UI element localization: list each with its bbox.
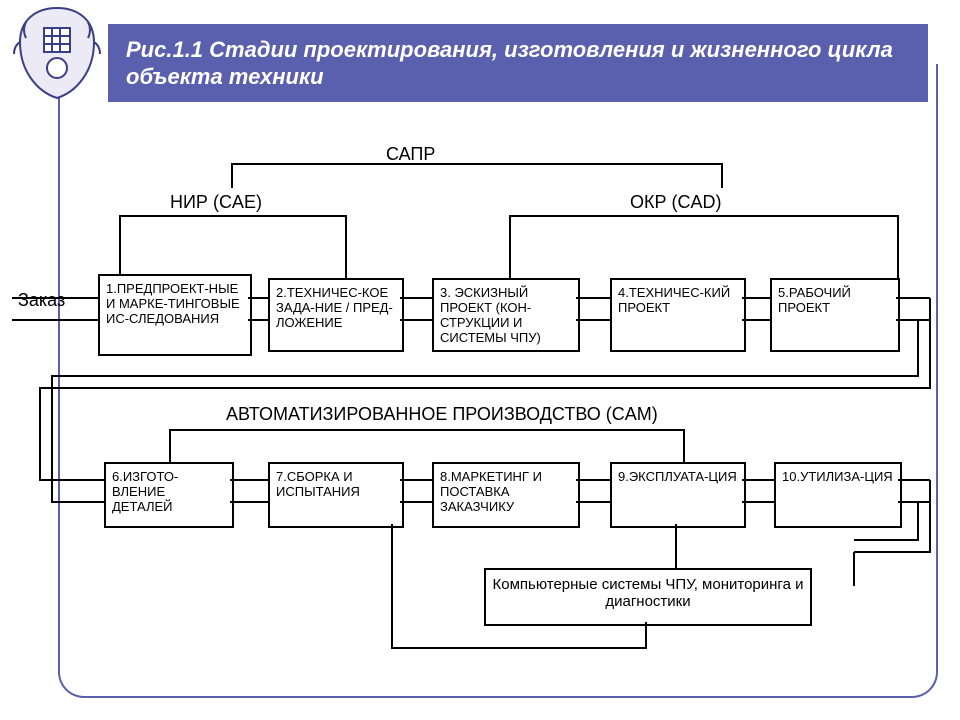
connectors [0,0,960,720]
diagram-canvas: Рис.1.1 Стадии проектирования, изготовле… [0,0,960,720]
